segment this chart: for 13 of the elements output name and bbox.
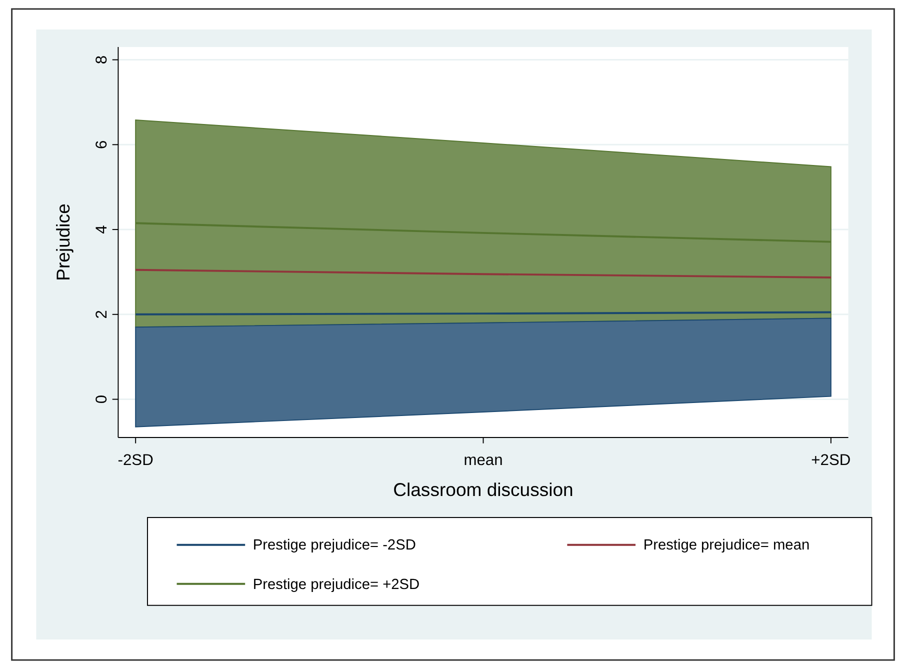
y-tick-label: 0 [93, 394, 110, 404]
legend-label: Prestige prejudice= -2SD [252, 538, 416, 554]
y-tick-label: 6 [93, 140, 110, 149]
y-tick-label: 8 [93, 55, 110, 64]
x-axis-title: Classroom discussion [393, 479, 574, 500]
x-tick-label: mean [464, 452, 503, 469]
x-tick-label: -2SD [118, 452, 154, 469]
x-tick-label: +2SD [811, 452, 851, 469]
y-tick-label: 4 [93, 224, 110, 234]
legend-label: Prestige prejudice= +2SD [252, 576, 420, 593]
y-tick-label: 2 [93, 310, 110, 319]
legend-label: Prestige prejudice= mean [643, 538, 810, 554]
y-axis-title: Prejudice [52, 204, 74, 281]
